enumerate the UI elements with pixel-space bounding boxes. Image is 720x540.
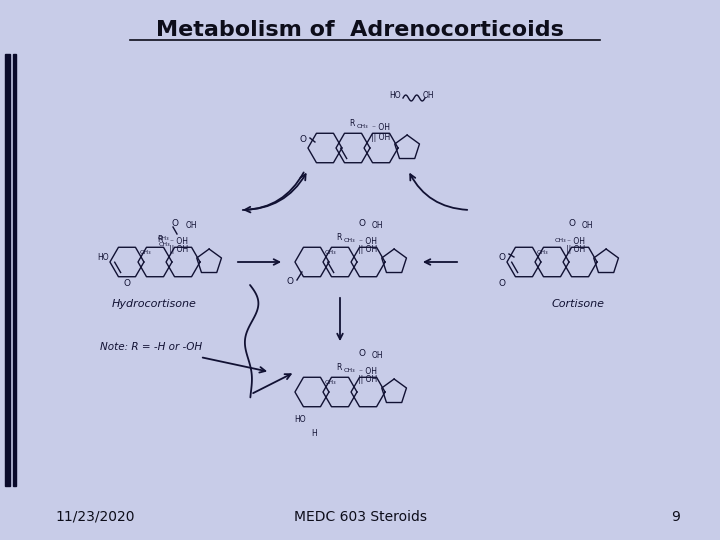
Text: Hydrocortisone: Hydrocortisone xyxy=(112,299,197,309)
Text: CH₃: CH₃ xyxy=(343,238,355,242)
Text: O: O xyxy=(569,219,575,228)
Text: R: R xyxy=(349,118,355,127)
Text: O: O xyxy=(123,280,130,288)
Text: O: O xyxy=(171,219,179,228)
Text: R: R xyxy=(336,362,342,372)
Text: CH₃: CH₃ xyxy=(356,124,368,129)
Text: O: O xyxy=(287,278,294,287)
Text: OH: OH xyxy=(581,221,593,231)
Text: Cortisone: Cortisone xyxy=(552,299,605,309)
Text: OH: OH xyxy=(372,352,383,361)
Text: || OH: || OH xyxy=(359,246,377,254)
Text: OH: OH xyxy=(185,221,197,231)
Bar xyxy=(13,54,16,486)
Text: OH: OH xyxy=(372,221,383,231)
Text: O: O xyxy=(300,136,307,145)
Text: CH₃: CH₃ xyxy=(324,249,336,254)
Text: CH₃: CH₃ xyxy=(554,238,566,242)
Bar xyxy=(5,54,10,486)
Text: CH₃: CH₃ xyxy=(157,235,168,240)
Text: CH₃: CH₃ xyxy=(343,368,355,373)
Text: ⁻ OH: ⁻ OH xyxy=(359,237,377,246)
Text: 11/23/2020: 11/23/2020 xyxy=(55,510,135,524)
Text: ⁻ OH: ⁻ OH xyxy=(372,124,390,132)
Text: || OH: || OH xyxy=(372,133,391,143)
Text: O: O xyxy=(498,253,505,261)
Text: || OH: || OH xyxy=(169,246,189,254)
Text: MEDC 603 Steroids: MEDC 603 Steroids xyxy=(294,510,426,524)
Text: ⁻ OH: ⁻ OH xyxy=(359,367,377,375)
Text: O: O xyxy=(359,349,366,359)
Text: H: H xyxy=(311,429,317,438)
Text: 9: 9 xyxy=(671,510,680,524)
Text: || OH: || OH xyxy=(359,375,377,384)
Text: OH: OH xyxy=(422,91,434,100)
Text: R: R xyxy=(336,233,342,241)
Text: ⁻ OH: ⁻ OH xyxy=(567,237,585,246)
Text: || OH: || OH xyxy=(567,246,585,254)
Text: R: R xyxy=(157,235,163,245)
Text: O: O xyxy=(359,219,366,228)
Text: HO: HO xyxy=(294,415,306,424)
Text: CH₃: CH₃ xyxy=(158,241,170,246)
Text: Metabolism of  Adrenocorticoids: Metabolism of Adrenocorticoids xyxy=(156,20,564,40)
Text: Note: R = -H or -OH: Note: R = -H or -OH xyxy=(100,342,202,352)
Text: ⁻ OH: ⁻ OH xyxy=(170,237,188,246)
Text: CH₃: CH₃ xyxy=(139,249,150,254)
Text: O: O xyxy=(498,280,505,288)
Text: CH₃: CH₃ xyxy=(324,380,336,384)
Text: CH₃: CH₃ xyxy=(536,249,548,254)
Text: HO: HO xyxy=(390,91,401,100)
Text: HO: HO xyxy=(97,253,109,261)
